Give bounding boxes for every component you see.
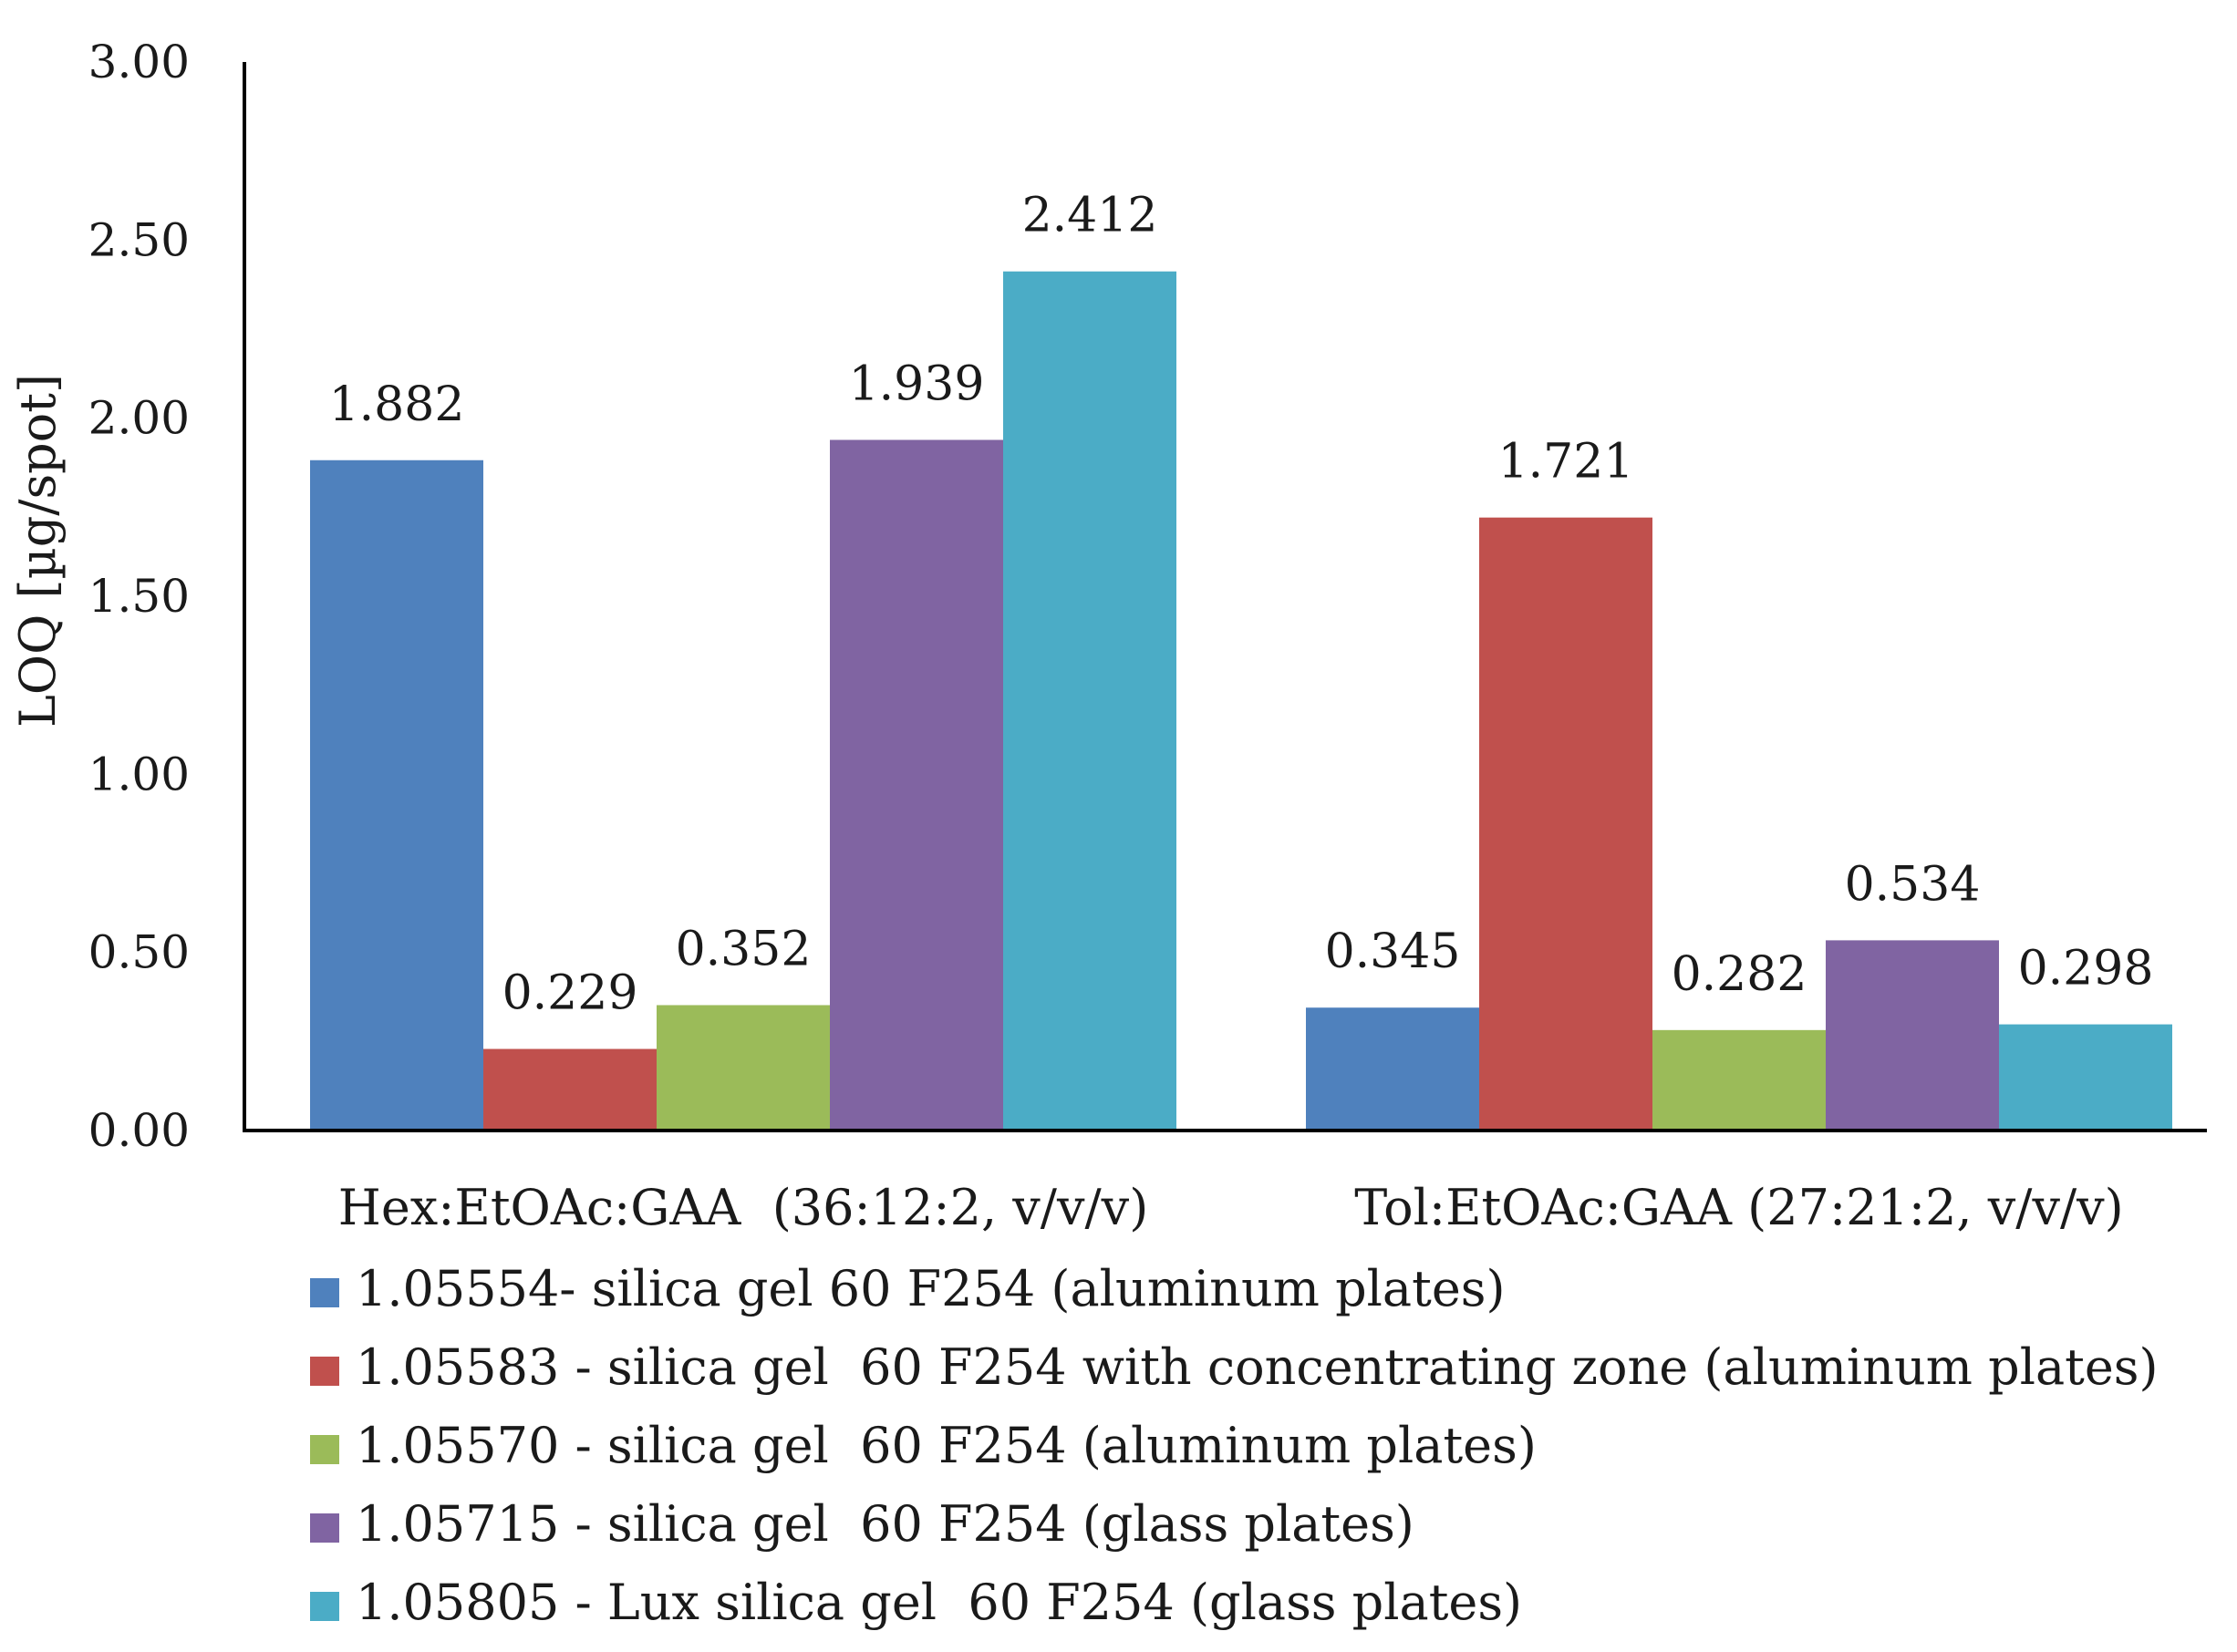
y-tick-label: 0.00 [88, 1104, 190, 1157]
legend-label: 1.05554- silica gel 60 F254 (aluminum pl… [356, 1260, 1506, 1317]
legend: 1.05554- silica gel 60 F254 (aluminum pl… [310, 1260, 2159, 1631]
y-tick-label: 1.00 [88, 748, 190, 800]
y-axis-ticks: 0.00 0.50 1.00 1.50 2.00 2.50 3.00 [88, 36, 190, 1157]
data-label: 1.882 [329, 377, 465, 432]
bar [310, 459, 483, 1131]
data-label: 0.298 [2018, 942, 2154, 996]
legend-swatch [310, 1278, 339, 1307]
data-labels: 1.882 0.229 0.352 1.939 2.412 0.345 1.721 0.282… [329, 189, 2154, 1021]
legend-label: 1.05715 - silica gel 60 F254 (glass plat… [356, 1495, 1414, 1553]
bar [1652, 1029, 1826, 1131]
legend-swatch [310, 1592, 339, 1621]
y-tick-label: 2.00 [88, 392, 190, 445]
bar [1306, 1007, 1479, 1131]
bar [1003, 271, 1176, 1131]
bar [1826, 940, 1999, 1131]
y-tick-label: 0.50 [88, 926, 190, 979]
y-tick-label: 3.00 [88, 36, 190, 88]
data-label: 0.282 [1672, 947, 1807, 1002]
y-tick-label: 1.50 [88, 570, 190, 623]
bar [657, 1005, 830, 1131]
x-category-label: Hex:EtOAc:GAA (36:12:2, v/v/v) [338, 1179, 1149, 1236]
y-tick-label: 2.50 [88, 213, 190, 266]
legend-swatch [310, 1435, 339, 1464]
x-category-label: Tol:EtOAc:GAA (27:21:2, v/v/v) [1354, 1179, 2123, 1236]
y-axis-title: LOQ [µg/spot] [9, 374, 67, 728]
data-label: 1.721 [1498, 435, 1634, 490]
category-labels: Hex:EtOAc:GAA (36:12:2, v/v/v) Tol:EtOAc:… [338, 1179, 2124, 1236]
data-label: 0.229 [502, 966, 638, 1021]
legend-swatch [310, 1513, 339, 1543]
legend-label: 1.05570 - silica gel 60 F254 (aluminum p… [356, 1417, 1537, 1474]
bar [483, 1048, 657, 1131]
data-label: 0.345 [1325, 924, 1461, 979]
data-label: 2.412 [1022, 189, 1158, 243]
bar [830, 439, 1003, 1131]
legend-swatch [310, 1357, 339, 1386]
data-label: 0.534 [1845, 857, 1981, 912]
bars [310, 271, 2172, 1131]
axes [243, 62, 2207, 1132]
bar [1999, 1024, 2172, 1131]
data-label: 0.352 [676, 922, 812, 976]
legend-label: 1.05583 - silica gel 60 F254 with concen… [356, 1338, 2159, 1396]
bar [1479, 517, 1652, 1131]
legend-label: 1.05805 - Lux silica gel 60 F254 (glass … [356, 1574, 1522, 1631]
data-label: 1.939 [849, 356, 985, 411]
